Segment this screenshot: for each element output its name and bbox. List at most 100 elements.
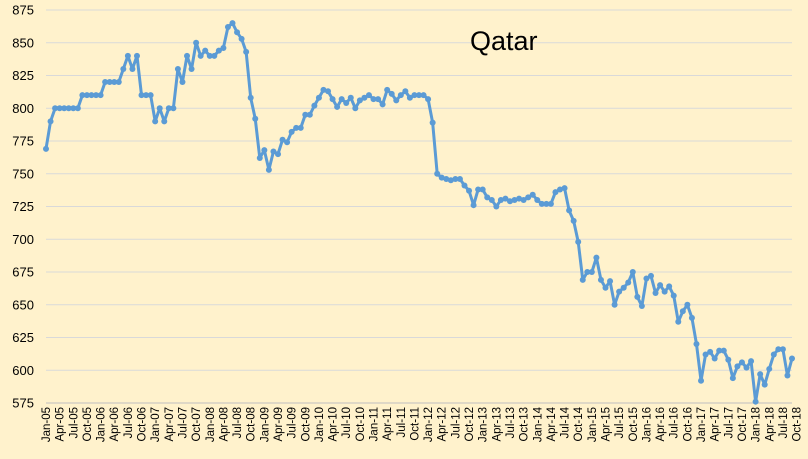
x-tick-label: Apr-08: [218, 407, 230, 442]
x-tick-label: Apr-18: [764, 407, 776, 442]
data-point: [597, 276, 604, 283]
data-point: [488, 196, 495, 203]
data-point: [47, 118, 54, 125]
x-tick-label: Jan-10: [314, 407, 326, 442]
data-points: [43, 20, 795, 405]
x-tick-label: Apr-16: [655, 407, 667, 442]
x-axis-tick-labels: Jan-05 Apr-05 Jul-05 Oct-05 Jan-06 Apr-06 Jul-…: [41, 406, 804, 442]
data-point: [115, 79, 122, 86]
data-point: [56, 105, 63, 112]
y-tick-label: 575: [12, 396, 34, 411]
data-point: [370, 96, 377, 103]
x-tick-label: Jan-14: [532, 406, 544, 442]
x-tick-label: Jan-12: [423, 407, 435, 442]
data-point: [234, 29, 241, 36]
data-point: [52, 105, 59, 112]
x-tick-label: Jul-05: [68, 407, 80, 438]
data-point: [274, 151, 281, 158]
chart-title: Qatar: [470, 26, 538, 56]
x-tick-label: Oct-05: [82, 407, 94, 442]
data-point: [720, 347, 727, 354]
x-tick-label: Apr-09: [273, 407, 285, 442]
y-tick-label: 650: [12, 297, 34, 312]
data-point: [124, 52, 131, 59]
data-point: [502, 195, 509, 202]
data-point: [83, 92, 90, 99]
data-point: [711, 355, 718, 362]
data-point: [315, 94, 322, 101]
y-tick-label: 725: [12, 199, 34, 214]
data-point: [406, 94, 413, 101]
data-point: [466, 187, 473, 194]
data-point: [561, 185, 568, 192]
data-point: [70, 105, 77, 112]
x-tick-label: Jan-06: [96, 407, 108, 442]
data-point: [93, 92, 100, 99]
data-point: [511, 196, 518, 203]
x-tick-label: Jan-15: [587, 407, 599, 442]
data-point: [165, 105, 172, 112]
data-point: [133, 52, 140, 59]
data-point: [625, 279, 632, 286]
data-point: [620, 284, 627, 291]
data-point: [461, 182, 468, 189]
x-tick-label: Apr-15: [601, 407, 613, 442]
data-point: [752, 398, 759, 405]
data-point: [297, 124, 304, 131]
data-point: [170, 105, 177, 112]
x-tick-label: Jan-05: [41, 407, 53, 442]
y-tick-label: 700: [12, 232, 34, 247]
data-point: [65, 105, 72, 112]
x-tick-label: Jul-11: [396, 407, 408, 437]
data-point: [356, 97, 363, 104]
data-point: [288, 128, 295, 135]
x-tick-label: Oct-15: [628, 407, 640, 442]
x-tick-label: Jul-07: [177, 407, 189, 438]
data-point: [775, 346, 782, 353]
gridlines: [46, 9, 792, 371]
data-point: [152, 118, 159, 125]
data-point: [388, 90, 395, 97]
data-point: [43, 145, 49, 152]
x-tick-label: Jan-17: [696, 407, 708, 442]
data-point: [334, 103, 341, 110]
data-point: [789, 355, 795, 362]
data-point: [675, 318, 682, 325]
data-point: [434, 170, 441, 177]
data-point: [97, 92, 104, 99]
data-point: [734, 363, 741, 370]
data-point: [306, 111, 313, 118]
data-point: [729, 375, 736, 382]
x-tick-label: Oct-06: [137, 407, 149, 442]
data-point: [211, 52, 218, 59]
data-point: [311, 102, 318, 109]
data-point: [261, 147, 268, 154]
data-point: [361, 94, 368, 101]
data-point: [229, 20, 236, 27]
data-point: [470, 202, 477, 209]
data-point: [607, 278, 614, 285]
data-point: [552, 189, 559, 196]
x-tick-label: Jan-09: [259, 407, 271, 442]
data-point: [634, 293, 641, 300]
data-point: [156, 105, 163, 112]
data-point: [102, 79, 109, 86]
x-tick-label: Oct-12: [464, 407, 476, 442]
x-tick-label: Jul-10: [341, 407, 353, 438]
data-point: [293, 124, 300, 131]
x-tick-label: Oct-11: [409, 407, 421, 441]
data-point: [247, 94, 254, 101]
data-point: [238, 35, 245, 42]
data-point: [456, 175, 463, 182]
data-point: [538, 200, 545, 207]
data-point: [106, 79, 113, 86]
data-point: [193, 39, 200, 46]
x-tick-label: Oct-07: [191, 407, 203, 442]
data-point: [79, 92, 86, 99]
x-tick-label: Jan-18: [751, 407, 763, 442]
data-point: [707, 348, 714, 355]
x-tick-label: Apr-06: [109, 407, 121, 442]
data-point: [525, 194, 532, 201]
data-point: [329, 96, 336, 103]
data-point: [716, 347, 723, 354]
